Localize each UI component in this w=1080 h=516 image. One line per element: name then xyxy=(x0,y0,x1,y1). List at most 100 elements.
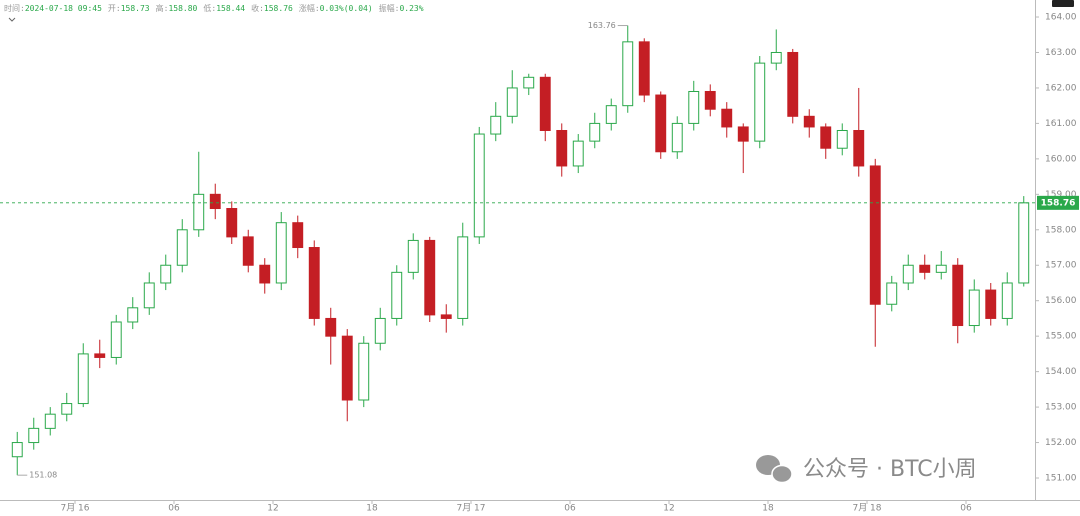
candle-body xyxy=(358,342,370,401)
candle-body xyxy=(853,129,865,167)
candle-body xyxy=(473,133,485,238)
candle-body xyxy=(506,87,518,117)
candle-body xyxy=(556,129,568,167)
candle-body xyxy=(407,239,419,273)
axis-button[interactable] xyxy=(1052,0,1074,7)
candle-body xyxy=(721,108,733,128)
candle-body xyxy=(770,51,782,64)
candle-body xyxy=(110,321,122,358)
candle-body xyxy=(968,289,980,327)
y-tick-label: 155.00 xyxy=(1045,332,1077,342)
x-tick-label: 7月 18 xyxy=(852,503,881,514)
candle-body xyxy=(11,442,23,458)
y-tick-label: 153.00 xyxy=(1045,403,1077,413)
candle-body xyxy=(671,122,683,153)
candle-body xyxy=(160,264,172,284)
y-tick-label: 159.00 xyxy=(1045,190,1077,200)
candle-body xyxy=(688,90,700,124)
candle-body xyxy=(886,282,898,305)
candle-body xyxy=(308,247,320,319)
header-label: 收: xyxy=(251,3,264,13)
candle-body xyxy=(737,126,749,142)
candle-body xyxy=(902,264,914,284)
y-tick-label: 152.00 xyxy=(1045,438,1077,448)
x-tick-label: 18 xyxy=(366,504,378,514)
y-tick-label: 156.00 xyxy=(1045,296,1077,306)
header: 时间:2024-07-18 09:45 开:158.73 高:158.80 低:158… xyxy=(4,3,424,13)
candle-body xyxy=(325,317,337,337)
candle-body xyxy=(539,76,551,131)
x-tick-label: 06 xyxy=(168,504,180,514)
header-value: 158.44 xyxy=(216,4,245,13)
x-tick-label: 12 xyxy=(267,504,278,514)
y-tick-label: 158.00 xyxy=(1045,225,1077,235)
candle-body xyxy=(820,126,832,149)
candle-body xyxy=(44,413,56,429)
header-label: 低: xyxy=(203,3,216,13)
x-tick-label: 06 xyxy=(960,504,972,514)
last-price-label: 158.76 xyxy=(1041,198,1076,208)
candle-body xyxy=(275,222,287,284)
candle-body xyxy=(1001,282,1013,319)
x-tick-label: 06 xyxy=(564,504,576,514)
candle-body xyxy=(259,264,271,284)
y-tick-label: 157.00 xyxy=(1045,261,1077,271)
candle-body xyxy=(638,41,650,96)
candle-body xyxy=(605,105,617,124)
x-tick-label: 7月 17 xyxy=(456,503,485,514)
y-tick-label: 151.00 xyxy=(1045,474,1077,484)
header-label: 开: xyxy=(108,4,121,13)
y-tick-label: 162.00 xyxy=(1045,83,1077,93)
last-price-box xyxy=(1037,195,1079,210)
y-tick-label: 161.00 xyxy=(1045,119,1077,129)
candle-body xyxy=(787,51,799,117)
candle-body xyxy=(209,193,221,210)
candle-body xyxy=(374,317,386,344)
x-tick-label: 12 xyxy=(663,504,674,514)
candle-body xyxy=(176,229,188,266)
header-value: 158.76 xyxy=(264,4,293,13)
y-tick-label: 160.00 xyxy=(1045,154,1077,164)
candle-body xyxy=(127,307,139,323)
watermark: 公众号 · BTC小周 xyxy=(803,457,977,482)
low-marker-label: 151.08 xyxy=(29,471,57,480)
header-label: 时间: xyxy=(4,3,25,13)
header-value: 158.80 xyxy=(168,4,197,13)
candle-body xyxy=(440,314,452,319)
y-tick-label: 163.00 xyxy=(1045,48,1077,58)
candle-body xyxy=(803,115,815,128)
candle-body xyxy=(424,239,436,316)
header-label: 振幅: xyxy=(379,3,400,13)
header-value: 0.23% xyxy=(399,4,423,13)
candle-body xyxy=(226,208,238,238)
high-marker-label: 163.76 xyxy=(588,21,616,30)
candle-body xyxy=(589,122,601,142)
x-tick-label: 18 xyxy=(762,504,774,514)
candle-body xyxy=(622,41,634,107)
candle-body xyxy=(919,264,931,273)
candle-body xyxy=(292,222,304,249)
candle-body xyxy=(935,264,947,273)
candle-body xyxy=(655,94,667,153)
header-label: 涨幅: xyxy=(299,3,320,13)
candle-body xyxy=(61,403,73,415)
collapse-icon[interactable] xyxy=(8,17,16,22)
candle-body xyxy=(490,115,502,135)
candle-body xyxy=(1018,202,1030,284)
y-tick-label: 154.00 xyxy=(1045,367,1077,377)
candle-body xyxy=(985,289,997,319)
candle-body xyxy=(704,90,716,110)
candle-body xyxy=(28,427,40,444)
candle-body xyxy=(77,353,89,405)
candle-body xyxy=(341,335,353,401)
candle-body xyxy=(523,76,535,89)
header-value: 0.03%(0.04) xyxy=(320,4,373,13)
y-tick-label: 164.00 xyxy=(1045,13,1077,23)
header-label: 高: xyxy=(156,3,169,13)
candle-body xyxy=(952,264,964,327)
candle-body xyxy=(754,62,766,142)
candle-body xyxy=(242,236,254,266)
candle-body xyxy=(391,271,403,319)
candle-body xyxy=(193,193,205,231)
